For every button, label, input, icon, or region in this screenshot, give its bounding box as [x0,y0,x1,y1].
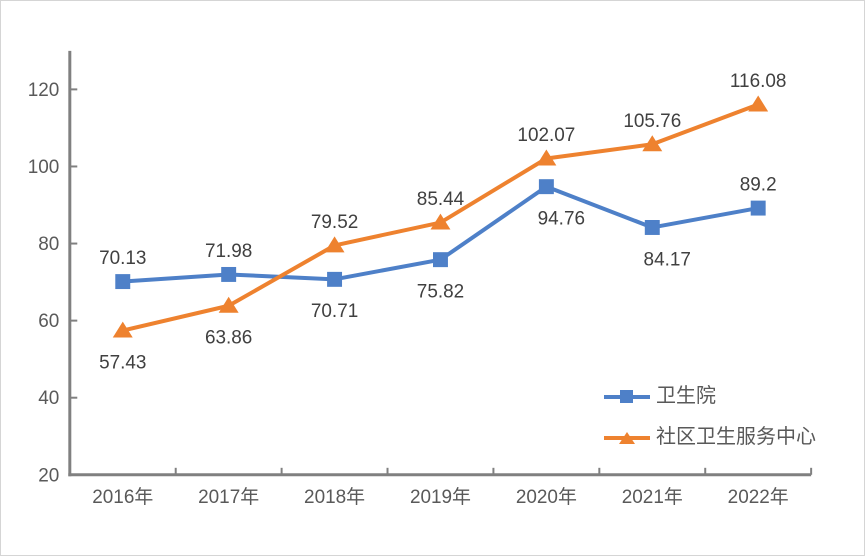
legend-label-weishengyuan: 卫生院 [656,385,716,407]
x-tick-label: 2017年 [198,486,259,508]
y-tick-label: 60 [38,311,59,332]
y-tick-label: 20 [38,465,59,486]
legend-square-marker-icon [604,389,650,405]
data-label: 85.44 [417,189,464,210]
square-marker [644,219,660,235]
y-tick-label: 120 [28,80,60,101]
data-label: 94.76 [538,209,585,230]
square-marker [538,179,554,195]
data-label: 116.08 [730,71,786,92]
data-label: 102.07 [517,125,575,146]
data-label: 63.86 [205,328,252,349]
triangle-marker [536,149,557,166]
x-tick-label: 2018年 [304,486,365,508]
x-tick-label: 2021年 [622,486,683,508]
data-label: 57.43 [99,352,146,373]
data-label: 89.2 [740,175,777,196]
triangle-marker [430,213,451,230]
x-tick-label: 2022年 [728,486,789,508]
x-tick-label: 2016年 [92,486,153,508]
square-marker [115,274,131,290]
triangle-marker [324,236,345,253]
legend-label-shequ-zhongxin: 社区卫生服务中心 [656,426,816,448]
data-label: 71.98 [205,241,252,262]
triangle-marker [642,135,663,152]
y-tick-label: 100 [28,157,60,178]
legend: 卫生院 社区卫生服务中心 [604,385,816,449]
data-label: 79.52 [311,212,358,233]
data-label: 70.71 [311,301,358,322]
square-marker [432,252,448,268]
data-label: 105.76 [623,111,681,132]
triangle-marker [112,321,133,338]
y-tick-label: 80 [38,234,59,255]
x-tick-label: 2019年 [410,486,471,508]
legend-item-shequ-zhongxin: 社区卫生服务中心 [604,426,816,449]
data-label: 75.82 [417,282,464,303]
triangle-marker [748,95,769,112]
square-marker [327,271,343,287]
data-label: 84.17 [644,249,691,270]
data-label: 70.13 [99,248,146,269]
triangle-marker [218,296,239,313]
legend-triangle-marker-icon [604,430,650,446]
x-tick-label: 2020年 [516,486,577,508]
legend-item-weishengyuan: 卫生院 [604,385,816,408]
y-tick-label: 40 [38,388,59,409]
square-marker [221,266,237,282]
square-marker [750,200,766,216]
